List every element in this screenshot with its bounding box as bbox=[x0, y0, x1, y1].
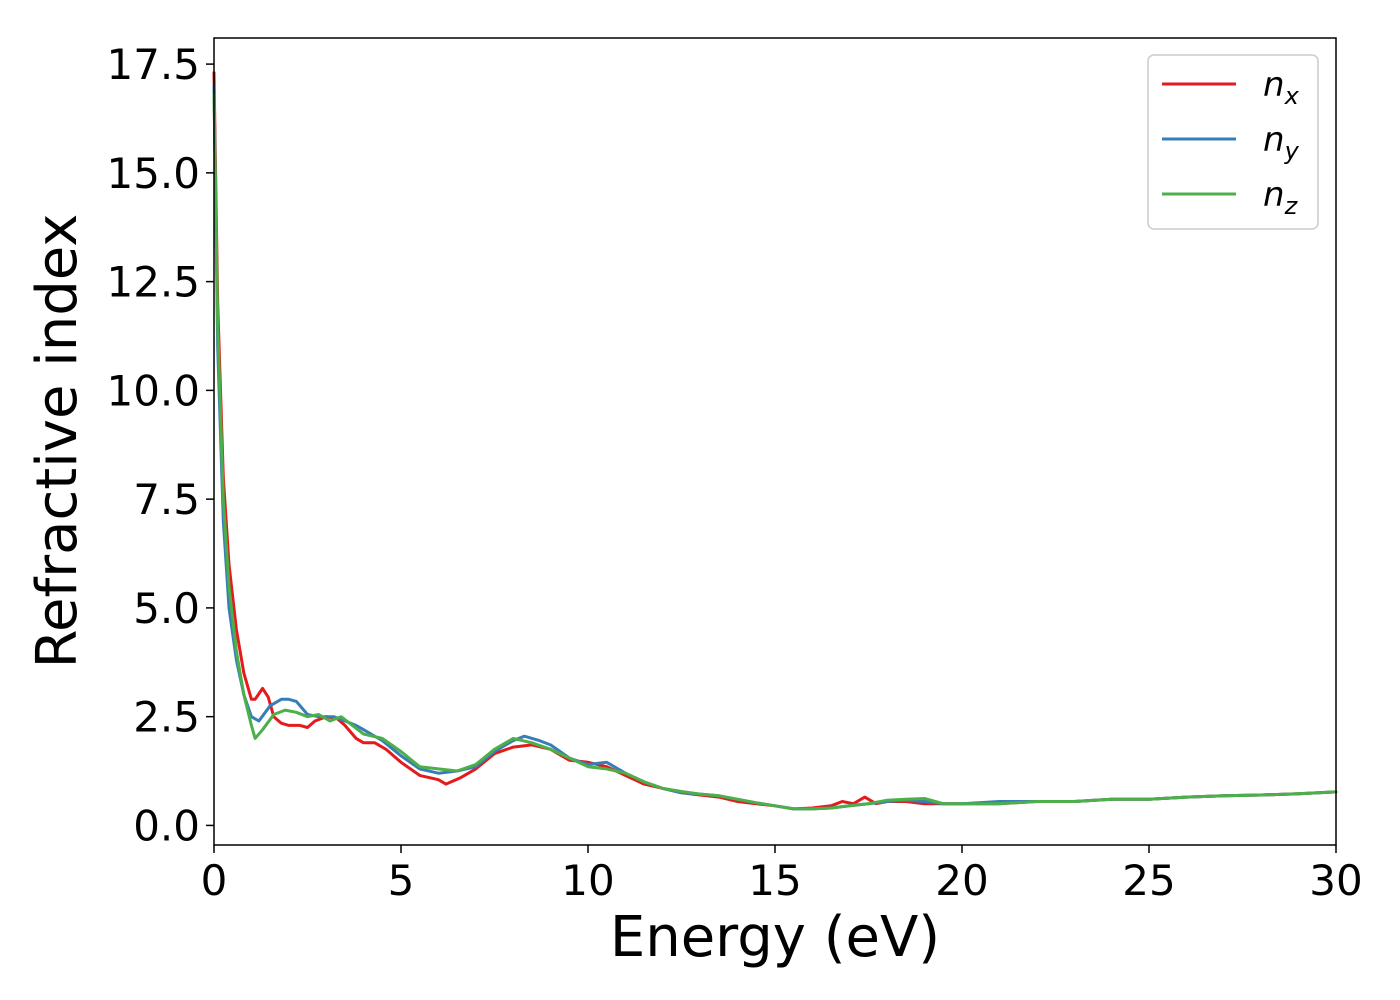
y-axis: 0.0 2.5 5.0 7.5 10.0 12.5 15.0 17.5 bbox=[106, 40, 214, 850]
x-axis: 0 5 10 15 20 25 30 bbox=[201, 845, 1363, 905]
x-tick-label: 30 bbox=[1309, 856, 1362, 905]
x-tick-label: 15 bbox=[748, 856, 801, 905]
legend-label-z: nz bbox=[1263, 175, 1299, 220]
series-layer bbox=[212, 71, 1338, 811]
x-tick-label: 25 bbox=[1122, 856, 1175, 905]
y-tick-label: 15.0 bbox=[106, 149, 200, 198]
legend-box bbox=[1147, 54, 1319, 230]
x-tick-label: 20 bbox=[935, 856, 988, 905]
series-line-z bbox=[212, 93, 1338, 811]
x-tick-label: 0 bbox=[201, 856, 228, 905]
legend: nx ny nz bbox=[1147, 54, 1319, 230]
legend-label-y: ny bbox=[1263, 120, 1300, 165]
y-axis-title: Refractive index bbox=[25, 214, 90, 669]
x-tick-label: 10 bbox=[561, 856, 614, 905]
y-tick-label: 17.5 bbox=[106, 40, 200, 89]
y-tick-label: 5.0 bbox=[133, 584, 200, 633]
x-tick-label: 5 bbox=[388, 856, 415, 905]
x-axis-title: Energy (eV) bbox=[610, 905, 940, 970]
y-tick-label: 2.5 bbox=[133, 693, 200, 742]
y-tick-label: 12.5 bbox=[106, 258, 200, 307]
y-tick-label: 0.0 bbox=[133, 801, 200, 850]
y-tick-label: 7.5 bbox=[133, 475, 200, 524]
y-tick-label: 10.0 bbox=[106, 366, 200, 415]
legend-label-x: nx bbox=[1263, 65, 1300, 110]
